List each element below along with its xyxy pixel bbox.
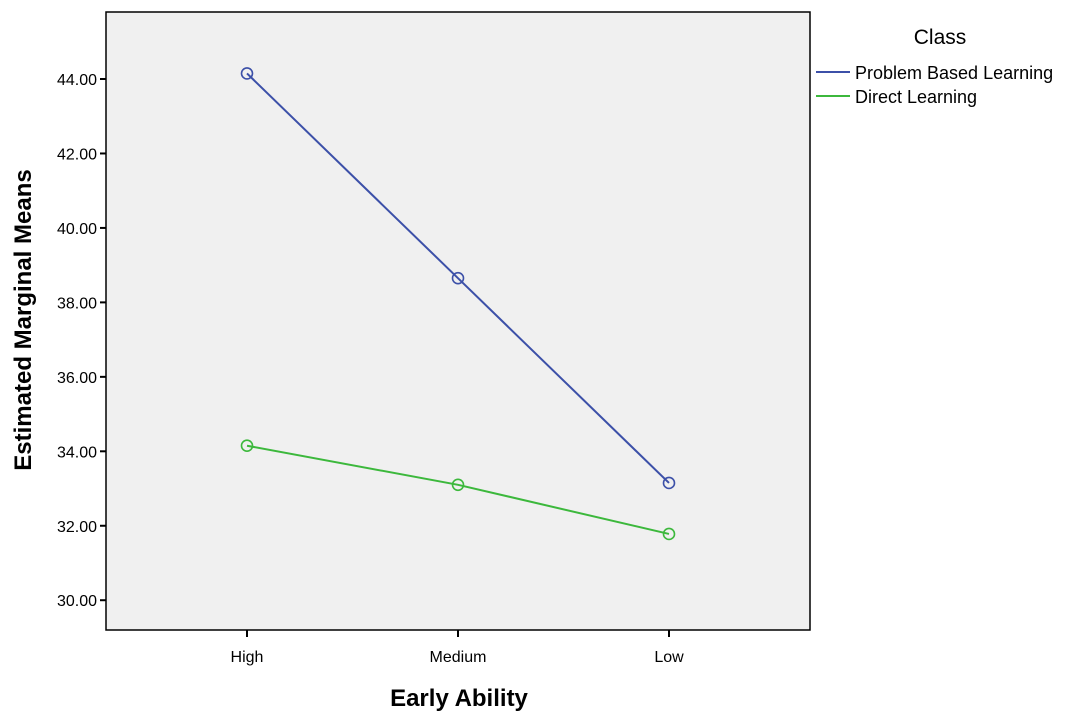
legend-label-problem-based-learning: Problem Based Learning [855,63,1053,83]
y-tick-label: 40.00 [57,221,97,238]
series-layer [240,67,676,541]
x-tick-label: High [231,649,264,666]
legend-title: Class [914,26,967,49]
data-point-problem-based-learning [240,67,254,80]
plot-area [105,11,811,631]
data-point-direct-learning [240,439,254,453]
data-point-direct-learning [451,478,465,492]
legend: Class Problem Based Learning Direct Lear… [816,26,1053,107]
series-line-problem-based-learning [246,72,670,484]
y-tick-label: 30.00 [57,593,97,610]
x-axis: High Medium Low [231,630,684,666]
x-tick-label: Low [654,649,684,666]
x-axis-title: Early Ability [390,685,528,712]
y-tick-label: 44.00 [57,72,97,89]
y-tick-label: 36.00 [57,370,97,387]
y-axis-title: Estimated Marginal Means [10,169,37,470]
y-axis: 30.00 32.00 34.00 36.00 38.00 40.00 42.00 44.00 [57,72,106,610]
y-tick-label: 34.00 [57,444,97,461]
series-line-direct-learning [246,444,670,535]
x-tick-label: Medium [430,649,487,666]
y-tick-label: 32.00 [57,519,97,536]
legend-label-direct-learning: Direct Learning [855,87,977,107]
data-point-problem-based-learning [451,271,465,285]
y-tick-label: 38.00 [57,295,97,312]
data-point-problem-based-learning [662,476,676,490]
y-tick-label: 42.00 [57,146,97,163]
data-point-direct-learning [662,527,676,541]
